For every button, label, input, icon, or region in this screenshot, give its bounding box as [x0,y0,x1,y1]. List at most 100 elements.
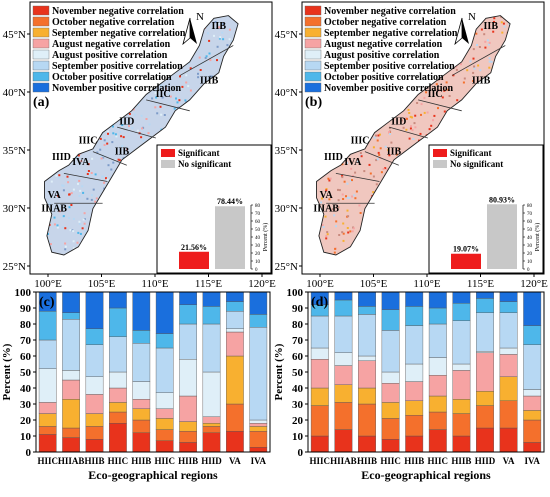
bar-segment [132,419,151,434]
x-tick-label: HIIAB [58,456,85,466]
inset-y-tick-label: 30 [527,244,533,249]
x-tick-label: HIID [475,456,496,466]
bar-segment [452,435,471,453]
bar-segment [452,363,471,371]
inset-y-axis-label: Percent (%) [534,223,541,252]
x-tick-label: VA [229,456,241,466]
bar-stack [381,291,400,453]
bar-segment [132,432,151,453]
bar-segment [334,299,353,317]
bar-segment [452,320,471,365]
region-label: VA [320,190,334,201]
bar-stack [202,291,221,453]
bar-segment [226,291,244,302]
bar-segment [358,355,376,362]
y-tick-label: 60 [292,351,304,363]
legend-label: November negative correlation [324,6,456,17]
bar-segment [428,429,447,453]
x-axis-label: Eco-geographical regions [88,468,218,482]
region-boundary [117,126,156,139]
bar-segment [334,352,353,366]
lon-tick-label: 120°E [520,278,548,290]
y-tick-label: 80 [20,319,32,331]
legend-label: November negative correlation [52,6,184,17]
bar-segment [62,427,80,438]
bar-stack [85,291,104,453]
bar-segment [499,301,518,314]
bar-segment [249,431,268,448]
legend-swatch [304,27,322,38]
bar-segment [38,368,57,403]
bar-segment [476,352,494,392]
bar-segment [334,402,353,430]
bar-segment [476,298,494,313]
region-label: IVA [344,157,362,168]
legend-label: October negative correlation [324,17,447,28]
bar-segment [85,328,104,345]
legend-swatch [304,60,322,71]
bar-segment [179,395,197,422]
legend-swatch [32,49,50,60]
bar-segment [85,344,104,377]
bar-segment [179,291,197,306]
bar-segment [499,347,518,355]
panel-label: (c) [39,295,55,310]
panel-label: (a) [33,95,50,110]
inset-y-tick-label: 40 [255,236,261,241]
inset-legend-swatch [161,149,175,157]
inset-y-tick-label: 20 [527,252,533,257]
bar-segment [381,439,400,453]
bar-segment [202,423,221,427]
y-tick-label: 60 [20,351,32,363]
bar-segment [249,419,268,424]
lat-tick-label: 40°N [275,87,298,99]
bar-stack [109,291,127,453]
bar-segment [226,403,244,432]
bar-segment [476,312,494,352]
region-boundary [364,151,399,166]
bar-stack [476,291,494,453]
region-label: IID [391,116,406,127]
bar-segment [109,387,127,403]
bar-segment [310,405,329,437]
legend-swatch [304,82,322,93]
legend-label: September negative correlation [324,28,458,39]
legend-label: October positive correlation [52,72,172,83]
bar-segment [499,376,518,401]
bar-stack [249,291,268,453]
legend-swatch [304,5,322,16]
bar-segment [381,330,400,373]
bar-stack [523,291,542,453]
north-label: N [196,11,204,23]
inset-bar-not-significant [487,204,517,269]
bar-segment [249,423,268,427]
bar-segment [476,391,494,406]
bar-segment [358,314,376,357]
study-area-outline [316,15,511,256]
bar-segment [405,435,424,453]
bar-segment [62,319,80,371]
bar-segment [85,291,104,329]
x-tick-label: HIIC [108,456,129,466]
inset-data-label: 21.56% [181,243,207,252]
bar-segment [155,408,174,419]
region-label: IIC [156,89,171,100]
inset-y-tick-label: 80 [255,204,261,209]
y-tick-label: 100 [287,287,304,299]
bar-segment [310,315,329,349]
legend-swatch [32,71,50,82]
inset-y-tick-label: 60 [255,220,261,225]
bar-segment [155,392,174,409]
legend-swatch [32,27,50,38]
region-boundary [418,99,462,112]
legend-label: September positive correlation [52,61,183,72]
bar-segment [476,427,494,453]
bar-segment [38,413,57,427]
inset-legend-label: No significant [450,159,503,169]
bar-segment [109,291,127,309]
bar-segment [155,429,174,442]
inset-bar-significant [451,253,481,269]
bar-segment [499,291,518,302]
region-boundary [146,99,190,112]
